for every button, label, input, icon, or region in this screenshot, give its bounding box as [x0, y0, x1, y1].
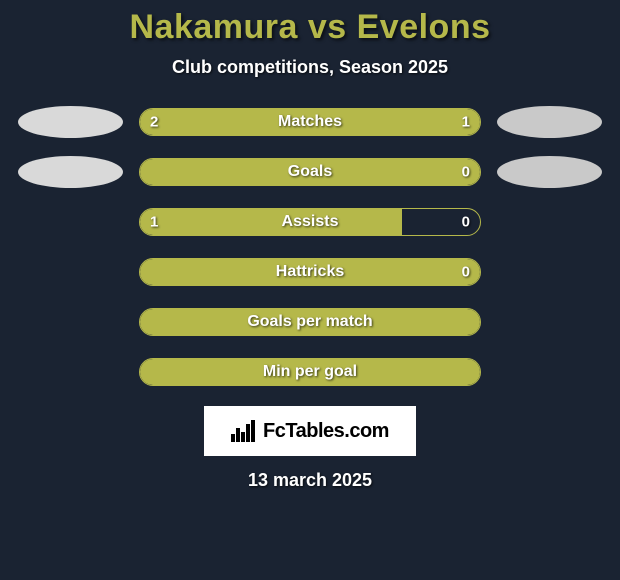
- stat-label: Goals per match: [247, 313, 372, 331]
- logo-text: FcTables.com: [263, 420, 389, 443]
- stat-bar: Goals 0: [139, 158, 481, 186]
- stats-rows: Matches21Goals0Assists10Hattricks0Goals …: [0, 106, 620, 388]
- bar-chart-icon: [231, 420, 257, 442]
- stat-bar: Min per goal: [139, 358, 481, 386]
- stat-value-right: 0: [462, 214, 470, 231]
- stat-row: Assists 1 0: [0, 206, 620, 238]
- stat-bar: Goals per match: [139, 308, 481, 336]
- stat-bar: Hattricks 0: [139, 258, 481, 286]
- stat-label: Goals: [288, 163, 332, 181]
- player-right-ellipse: [497, 106, 602, 138]
- infographic-container: Nakamura vs Evelons Club competitions, S…: [0, 0, 620, 491]
- stat-bar: Matches 2 1: [139, 108, 481, 136]
- page-subtitle: Club competitions, Season 2025: [0, 57, 620, 78]
- logo-box: FcTables.com: [204, 406, 416, 456]
- stat-value-left: 1: [150, 214, 158, 231]
- stat-label: Matches: [278, 113, 342, 131]
- stat-row: Min per goal: [0, 356, 620, 388]
- stat-label: Min per goal: [263, 363, 357, 381]
- page-title: Nakamura vs Evelons: [0, 8, 620, 47]
- player-left-ellipse: [18, 156, 123, 188]
- player-left-ellipse: [18, 106, 123, 138]
- player-right-ellipse: [497, 156, 602, 188]
- stat-value-right: 1: [462, 114, 470, 131]
- stat-bar: Assists 1 0: [139, 208, 481, 236]
- stat-value-right: 0: [462, 264, 470, 281]
- stat-row: Goals per match: [0, 306, 620, 338]
- bar-fill-left: [140, 209, 402, 235]
- stat-row: Goals 0: [0, 156, 620, 188]
- stat-label: Hattricks: [276, 263, 344, 281]
- stat-label: Assists: [282, 213, 339, 231]
- stat-value-right: 0: [462, 164, 470, 181]
- stat-row: Hattricks 0: [0, 256, 620, 288]
- stat-row: Matches 2 1: [0, 106, 620, 138]
- date-label: 13 march 2025: [0, 470, 620, 491]
- stat-value-left: 2: [150, 114, 158, 131]
